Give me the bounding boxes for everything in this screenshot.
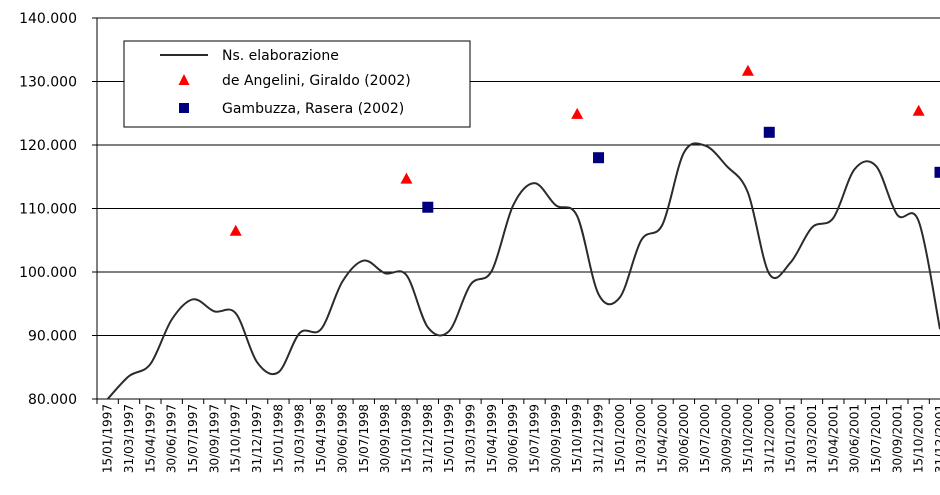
- x-tick-label: 15/07/2000: [698, 404, 712, 473]
- legend-label-2: de Angelini, Giraldo (2002): [222, 73, 411, 89]
- series-line: [106, 142, 940, 400]
- x-tick-label: 30/09/2001: [890, 404, 904, 473]
- x-tick-label: 30/09/1999: [549, 404, 563, 473]
- triangle-marker: [571, 107, 584, 119]
- x-tick-label: 30/06/1999: [506, 404, 520, 473]
- square-marker: [763, 126, 775, 138]
- legend-square-swatch: [179, 103, 189, 113]
- x-tick-label: 30/06/1998: [335, 404, 349, 473]
- x-tick-label: 15/04/2000: [656, 404, 670, 473]
- x-tick-label: 15/07/1998: [357, 404, 371, 473]
- square-marker: [934, 166, 940, 178]
- x-tick-label: 15/10/1999: [570, 404, 584, 473]
- x-tick-label: 15/10/2001: [912, 404, 926, 473]
- y-axis: 80.000 90.000 100.000 110.000 120.000 130.000…: [19, 11, 98, 408]
- x-tick-label: 15/04/2001: [826, 404, 840, 473]
- x-tick-label: 31/12/1997: [250, 404, 264, 473]
- y-tick-label: 90.000: [28, 329, 77, 345]
- triangle-marker: [912, 104, 925, 116]
- y-tick-label: 120.000: [19, 138, 77, 154]
- x-tick-label: 30/09/2000: [720, 404, 734, 473]
- legend: Ns. elaborazione de Angelini, Giraldo (2…: [123, 40, 471, 128]
- x-tick-label: 15/04/1997: [143, 404, 157, 473]
- x-tick-label: 15/07/1997: [186, 404, 200, 473]
- triangle-marker: [741, 64, 754, 76]
- x-tick-label: 31/03/1997: [122, 404, 136, 473]
- x-tick-label: 15/10/1998: [399, 404, 413, 473]
- x-tick-label: 31/03/1998: [293, 404, 307, 473]
- square-marker: [593, 152, 605, 164]
- x-tick-label: 15/10/1997: [229, 404, 243, 473]
- x-tick-label: 31/12/1998: [421, 404, 435, 473]
- legend-label-3: Gambuzza, Rasera (2002): [222, 101, 404, 117]
- x-tick-label: 31/12/2000: [762, 404, 776, 473]
- y-tick-label: 100.000: [19, 265, 77, 281]
- y-tick-label: 130.000: [19, 75, 77, 91]
- x-tick-label: 15/01/1999: [442, 404, 456, 473]
- x-tick-label: 31/03/1999: [463, 404, 477, 473]
- x-tick-label: 15/01/1998: [271, 404, 285, 473]
- x-tick-label: 30/09/1998: [378, 404, 392, 473]
- x-tick-label: 15/04/1999: [485, 404, 499, 473]
- y-tick-label: 140.000: [19, 11, 77, 27]
- x-tick-label: 30/06/2001: [848, 404, 862, 473]
- x-tick-label: 15/01/1997: [101, 404, 115, 473]
- x-tick-label: 31/03/2001: [805, 404, 819, 473]
- x-tick-label: 30/06/1997: [165, 404, 179, 473]
- legend-label-1: Ns. elaborazione: [222, 48, 339, 64]
- series-layer: [106, 64, 940, 400]
- square-marker: [422, 201, 434, 213]
- x-tick-label: 31/03/2000: [634, 404, 648, 473]
- legend-triangle-swatch: [178, 74, 190, 85]
- y-tick-label: 110.000: [19, 202, 77, 218]
- x-tick-label: 30/09/1997: [207, 404, 221, 473]
- triangle-marker: [400, 172, 413, 184]
- x-tick-label: 30/06/2000: [677, 404, 691, 473]
- triangle-marker: [229, 224, 242, 236]
- y-tick-label: 80.000: [28, 392, 77, 408]
- x-tick-label: 31/12/1999: [592, 404, 606, 473]
- x-tick-label: 15/07/2001: [869, 404, 883, 473]
- x-tick-label: 15/04/1998: [314, 404, 328, 473]
- x-tick-label: 15/10/2000: [741, 404, 755, 473]
- x-tick-label: 15/01/2001: [784, 404, 798, 473]
- x-tick-label: 31/12/2001: [933, 404, 940, 473]
- x-axis: 15/01/1997 31/03/1997 15/04/1997 30/06/1997…: [96, 398, 940, 473]
- x-tick-label: 15/01/2000: [613, 404, 627, 473]
- x-tick-label: 15/07/1999: [528, 404, 542, 473]
